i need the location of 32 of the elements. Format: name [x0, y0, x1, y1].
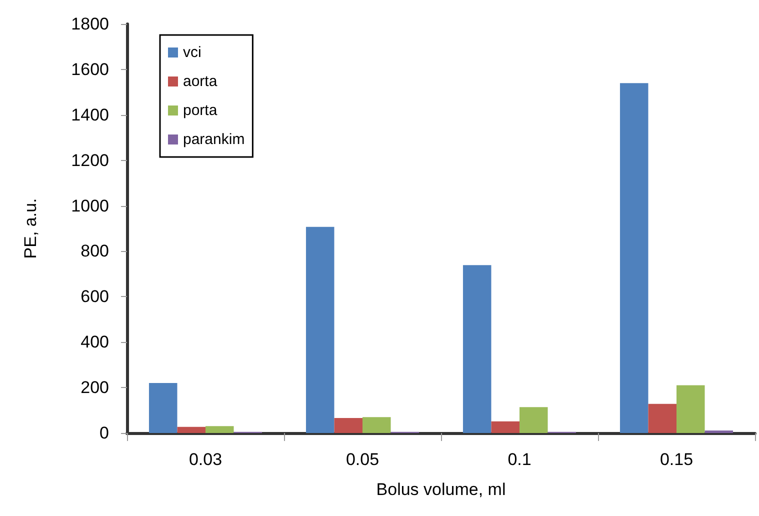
bar: [206, 426, 234, 433]
bar: [620, 83, 648, 433]
legend-label: vci: [183, 44, 202, 61]
x-tick-label: 0.03: [188, 450, 222, 469]
legend-label: porta: [183, 102, 218, 119]
y-tick-label: 1800: [71, 14, 109, 34]
x-tick-label: 0.15: [660, 450, 694, 469]
bar: [306, 226, 334, 433]
bar: [462, 265, 492, 433]
y-tick-label: 1000: [71, 196, 109, 216]
x-axis-title: Bolus volume, ml: [376, 480, 506, 499]
bar: [334, 418, 362, 433]
bar: [362, 417, 391, 433]
bar: [177, 426, 206, 433]
legend-label: aorta: [183, 73, 218, 90]
y-tick-label: 600: [80, 287, 109, 306]
bar: [520, 407, 548, 433]
y-tick-label: 1600: [71, 60, 109, 79]
x-tick-label: 0.05: [346, 450, 380, 469]
bar: [648, 404, 676, 433]
bar: [148, 383, 178, 433]
y-tick-label: 800: [80, 242, 109, 261]
bar: [491, 421, 520, 433]
x-tick-label: 0.1: [508, 450, 532, 469]
y-tick-label: 1400: [71, 105, 109, 124]
legend-label: parankim: [183, 131, 245, 148]
y-tick-label: 1200: [71, 150, 109, 170]
y-tick-label: 200: [80, 378, 109, 398]
y-axis-title: PE, a.u.: [21, 198, 40, 259]
bar: [676, 385, 705, 433]
y-tick-label: 400: [80, 332, 109, 352]
y-tick-label: 0: [100, 424, 109, 442]
